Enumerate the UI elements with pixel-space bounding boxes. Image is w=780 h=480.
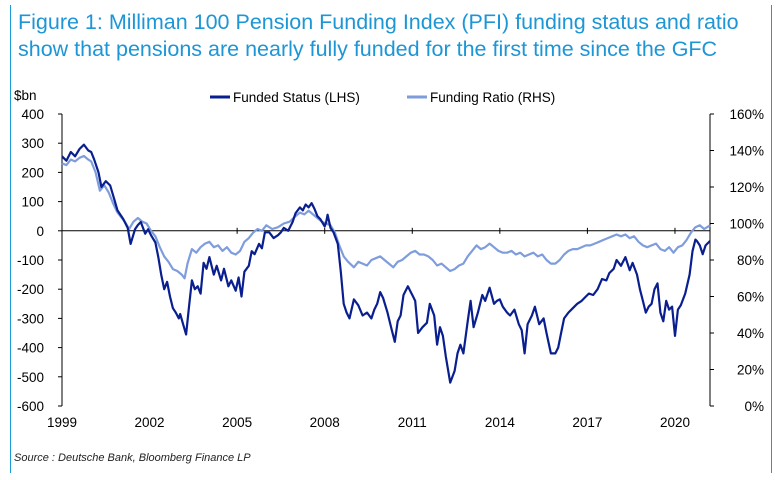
left-tick-label: 400 (21, 107, 44, 122)
left-tick-label: -200 (17, 282, 44, 297)
left-tick-label: 0 (36, 224, 44, 239)
funded-status-line (61, 143, 711, 384)
funding-ratio-line (61, 154, 711, 280)
right-tick-label: 100% (729, 217, 764, 232)
right-tick-label: 0% (744, 399, 764, 414)
left-tick-label: -600 (17, 399, 44, 414)
left-tick-label: -400 (17, 341, 44, 356)
left-tick-label: -100 (17, 253, 44, 268)
x-tick-label: 2014 (485, 415, 516, 430)
x-tick-label: 2008 (310, 415, 340, 430)
right-tick-label: 120% (729, 180, 764, 195)
right-tick-label: 80% (737, 253, 764, 268)
left-tick-label: -300 (17, 311, 44, 326)
left-tick-label: 100 (21, 195, 44, 210)
figure-frame (10, 5, 772, 473)
figure-title: Figure 1: Milliman 100 Pension Funding I… (18, 10, 739, 61)
x-tick-label: 2002 (135, 415, 165, 430)
left-tick-label: 300 (21, 136, 44, 151)
right-tick-label: 60% (737, 290, 764, 305)
right-tick-label: 20% (737, 363, 764, 378)
left-tick-label: 200 (21, 165, 44, 180)
x-tick-label: 1999 (47, 415, 77, 430)
legend-label-funding-ratio: Funding Ratio (RHS) (430, 90, 555, 105)
right-tick-label: 140% (729, 144, 764, 159)
x-tick-label: 2017 (572, 415, 602, 430)
right-tick-label: 40% (737, 326, 764, 341)
source-note: Source : Deutsche Bank, Bloomberg Financ… (14, 452, 251, 464)
right-tick-label: 160% (729, 107, 764, 122)
x-tick-label: 2011 (398, 415, 427, 430)
x-tick-label: 2005 (222, 415, 252, 430)
left-tick-label: -500 (17, 370, 44, 385)
x-tick-label: 2020 (660, 415, 690, 430)
y-axis-unit-label: $bn (14, 88, 37, 103)
legend-label-funded-status: Funded Status (LHS) (233, 90, 360, 105)
